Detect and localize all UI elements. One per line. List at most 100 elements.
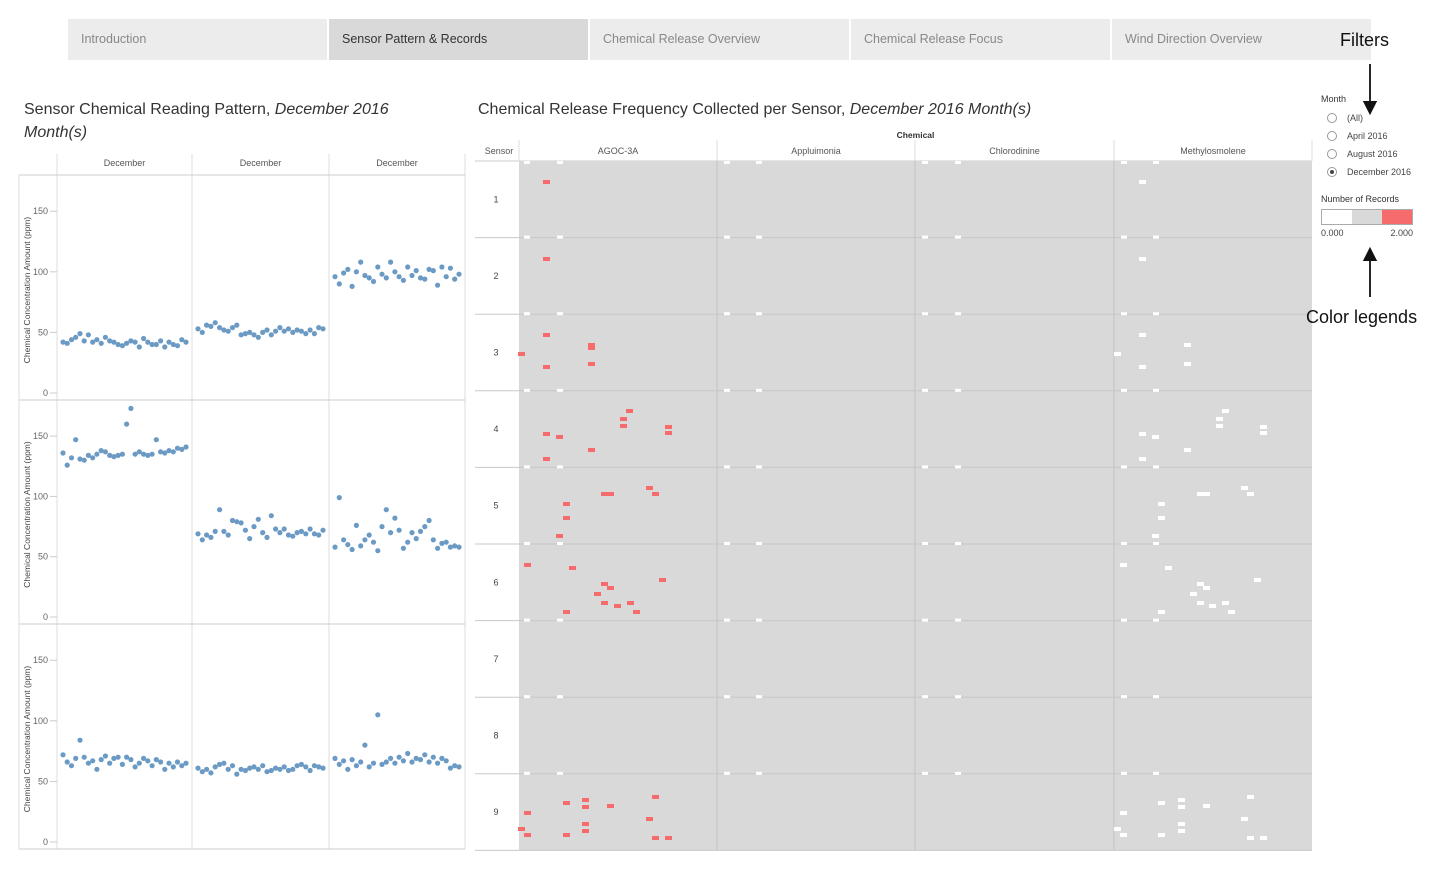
- data-point: [247, 536, 253, 542]
- data-point: [320, 527, 326, 533]
- data-point: [81, 754, 87, 760]
- data-point: [435, 545, 441, 551]
- data-point: [452, 763, 458, 769]
- heatmap-cell: [556, 534, 563, 538]
- heatmap-cell: [1241, 817, 1248, 821]
- data-point: [349, 757, 355, 763]
- heatmap-cell: [1209, 604, 1216, 608]
- legend-min-label: 0.000: [1321, 228, 1344, 238]
- data-point: [208, 534, 214, 540]
- heatmap-cell: [1260, 836, 1267, 840]
- tab-introduction[interactable]: Introduction: [68, 19, 327, 60]
- month-option-august-2016[interactable]: August 2016: [1321, 145, 1431, 163]
- data-point: [60, 450, 66, 456]
- data-point: [273, 765, 279, 771]
- radio-icon[interactable]: [1327, 131, 1337, 141]
- tab-chemical-release-focus[interactable]: Chemical Release Focus: [851, 19, 1110, 60]
- heatmap-cell: [955, 695, 961, 699]
- radio-checked-icon[interactable]: [1327, 167, 1337, 177]
- heatmap-cell: [724, 695, 730, 699]
- heatmap-cell: [1158, 502, 1165, 506]
- records-color-legend: Number of Records 0.000 2.000: [1321, 194, 1421, 238]
- data-point: [358, 543, 364, 549]
- data-point: [316, 764, 322, 770]
- heatmap-cell: [922, 618, 928, 622]
- heatmap-cell: [582, 805, 589, 809]
- data-point: [229, 325, 236, 331]
- data-point: [400, 545, 406, 551]
- row-label: 8: [493, 731, 498, 741]
- radio-icon[interactable]: [1327, 113, 1337, 123]
- data-point: [174, 343, 181, 349]
- data-point: [149, 341, 155, 348]
- heatmap-cell: [524, 542, 530, 545]
- data-point: [132, 339, 138, 345]
- data-point: [260, 530, 266, 536]
- data-point: [170, 449, 176, 455]
- data-point: [212, 764, 218, 770]
- month-option-december-2016[interactable]: December 2016: [1321, 163, 1431, 181]
- heatmap-cell: [1153, 465, 1159, 469]
- data-point: [362, 272, 368, 279]
- data-point: [68, 455, 75, 461]
- radio-icon[interactable]: [1327, 149, 1337, 159]
- row-label: 2: [493, 271, 498, 281]
- heatmap-cell: [524, 811, 531, 815]
- data-point: [124, 754, 130, 760]
- heatmap-cell: [1178, 829, 1185, 833]
- data-point: [102, 334, 108, 340]
- month-option-label: August 2016: [1347, 149, 1398, 159]
- tab-sensor-pattern-records[interactable]: Sensor Pattern & Records: [329, 19, 588, 60]
- data-point: [417, 757, 424, 763]
- tab-chemical-release-overview[interactable]: Chemical Release Overview: [590, 19, 849, 60]
- heatmap-cell: [955, 618, 961, 622]
- heatmap-cell: [1120, 811, 1127, 815]
- heatmap-cell: [1121, 465, 1127, 469]
- data-point: [426, 517, 432, 524]
- data-point: [456, 764, 462, 770]
- heatmap-cell: [724, 542, 730, 545]
- heatmap-chart-title: Chemical Release Frequency Collected per…: [478, 98, 1298, 121]
- data-point: [107, 760, 113, 766]
- tab-wind-direction-overview[interactable]: Wind Direction Overview: [1112, 19, 1371, 60]
- heatmap-cell: [1121, 771, 1127, 775]
- data-point: [409, 759, 415, 765]
- month-option-april-2016[interactable]: April 2016: [1321, 127, 1431, 145]
- heatmap-cell: [607, 804, 614, 808]
- data-point: [443, 758, 449, 764]
- data-point: [452, 276, 458, 282]
- data-point: [341, 537, 347, 543]
- data-point: [392, 515, 398, 521]
- heatmap-cell: [756, 695, 762, 699]
- data-point: [336, 495, 342, 501]
- data-point: [320, 765, 326, 771]
- data-point: [225, 766, 231, 772]
- heatmap-cell: [588, 362, 595, 366]
- heatmap-cell: [1139, 180, 1146, 184]
- month-option-all[interactable]: (All): [1321, 109, 1431, 127]
- data-point: [417, 275, 424, 281]
- heatmap-header-label: Chemical: [897, 130, 935, 140]
- heatmap-cell: [1158, 516, 1165, 520]
- heatmap-cell: [524, 771, 530, 775]
- data-point: [217, 507, 223, 513]
- heatmap-cell: [1114, 827, 1121, 831]
- heatmap-cell: [557, 771, 563, 775]
- data-point: [370, 760, 377, 766]
- heatmap-cell: [955, 542, 961, 545]
- heatmap-cell: [756, 542, 762, 545]
- data-point: [208, 323, 214, 329]
- data-point: [435, 282, 441, 288]
- data-point: [141, 335, 147, 342]
- data-point: [281, 526, 287, 532]
- data-point: [290, 329, 296, 335]
- heatmap-cell: [543, 333, 550, 337]
- data-point: [208, 770, 214, 776]
- heatmap-cell: [1121, 388, 1127, 392]
- column-header-label: Appluimonia: [791, 146, 841, 156]
- heatmap-cell: [626, 409, 633, 413]
- heatmap-cell: [646, 817, 653, 821]
- heatmap-cell: [1158, 801, 1165, 805]
- column-header-label: December: [240, 158, 282, 168]
- heatmap-cell: [955, 388, 961, 392]
